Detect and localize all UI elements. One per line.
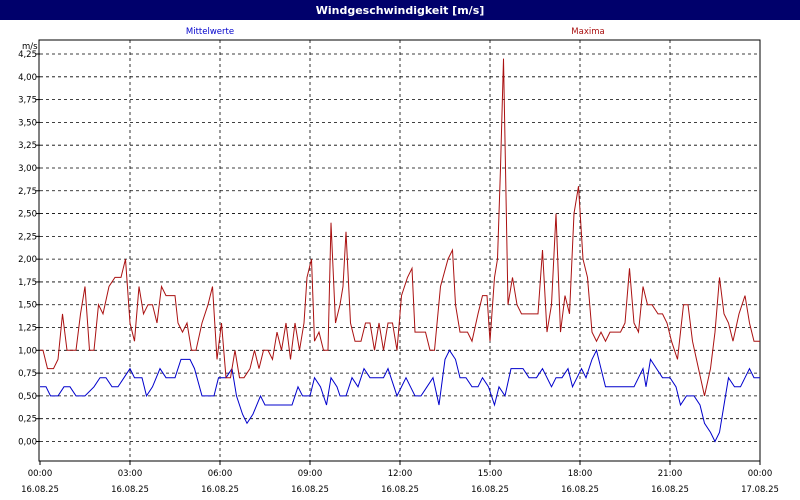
x-tick-time-label: 09:00: [298, 469, 323, 479]
x-axis-ticks: 00:00 16.08.25 03:00 16.08.25 06:00 16.08.25 0…: [21, 461, 779, 495]
y-tick-label: 3,50: [18, 118, 37, 128]
y-tick-label: 3,00: [18, 164, 37, 174]
series-line-mittelwerte: [40, 348, 760, 443]
x-tick-time-label: 18:00: [568, 469, 593, 479]
y-tick-label: 2,50: [18, 210, 37, 220]
x-tick-time-label: 12:00: [388, 469, 413, 479]
series-lines: [40, 58, 760, 443]
y-tick-label: 0,25: [18, 415, 37, 425]
x-tick-time-label: 00:00: [28, 469, 53, 479]
y-tick-label: 3,75: [18, 96, 37, 106]
x-tick-date-label: 17.08.25: [741, 485, 779, 495]
y-tick-label: 0,00: [18, 438, 37, 448]
y-tick-label: 3,25: [18, 141, 37, 151]
x-tick-time-label: 06:00: [208, 469, 233, 479]
wind-speed-chart: m/s Mittelwerte Maxima 0,00 0,25 0,50 0,75 1…: [18, 27, 779, 495]
y-tick-label: 4,25: [18, 50, 37, 60]
y-tick-label: 1,75: [18, 278, 37, 288]
x-tick-date-label: 16.08.25: [381, 485, 419, 495]
y-tick-label: 2,25: [18, 232, 37, 242]
legend-maxima: Maxima: [571, 27, 604, 37]
legend-mittelwerte: Mittelwerte: [186, 27, 234, 37]
y-axis-unit-label: m/s: [22, 42, 38, 52]
grid-lines: [40, 40, 760, 461]
y-tick-label: 1,00: [18, 346, 37, 356]
series-line-maxima: [40, 58, 760, 397]
chart-title: Windgeschwindigkeit [m/s]: [0, 0, 800, 20]
y-tick-label: 2,75: [18, 187, 37, 197]
x-tick-date-label: 16.08.25: [291, 485, 329, 495]
y-tick-label: 4,00: [18, 73, 37, 83]
x-tick-date-label: 16.08.25: [21, 485, 59, 495]
y-tick-label: 0,50: [18, 392, 37, 402]
x-tick-time-label: 15:00: [478, 469, 503, 479]
x-tick-time-label: 03:00: [118, 469, 143, 479]
y-tick-label: 2,00: [18, 255, 37, 265]
x-tick-time-label: 21:00: [658, 469, 683, 479]
x-tick-date-label: 16.08.25: [471, 485, 509, 495]
y-tick-label: 1,50: [18, 301, 37, 311]
plot-frame: [38, 39, 761, 462]
x-tick-date-label: 16.08.25: [111, 485, 149, 495]
x-tick-date-label: 16.08.25: [651, 485, 689, 495]
y-axis-ticks: 0,00 0,25 0,50 0,75 1,00 1,25 1,50 1,75 2,00 2,25…: [18, 50, 40, 448]
x-tick-date-label: 16.08.25: [201, 485, 239, 495]
y-tick-label: 1,25: [18, 324, 37, 334]
y-tick-label: 0,75: [18, 369, 37, 379]
x-tick-time-label: 00:00: [748, 469, 773, 479]
x-tick-date-label: 16.08.25: [561, 485, 599, 495]
